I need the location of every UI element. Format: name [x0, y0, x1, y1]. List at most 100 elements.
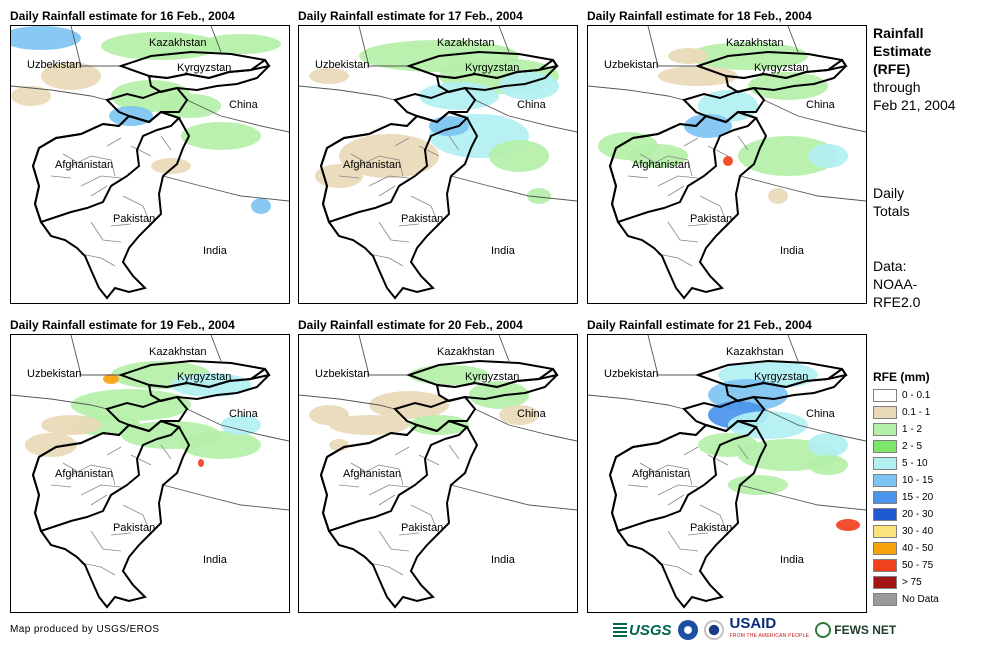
country-label-pakistan: Pakistan	[401, 522, 443, 534]
country-label-china: China	[517, 99, 547, 111]
rainfall-area	[151, 158, 191, 174]
border-line	[162, 484, 289, 511]
rainfall-area	[748, 72, 828, 100]
legend-swatch	[873, 593, 897, 606]
rainfall-area	[251, 198, 271, 214]
country-outline	[319, 110, 469, 224]
border-line	[739, 175, 866, 202]
province-boundaries	[50, 444, 172, 576]
country-outline	[682, 86, 766, 124]
rainfall-area	[527, 188, 551, 204]
legend-item: 40 - 50	[873, 540, 983, 557]
rainfall-area	[181, 431, 261, 459]
panel-title-4: Daily Rainfall estimate for 19 Feb., 200…	[10, 318, 235, 332]
rainfall-area	[728, 475, 788, 495]
map-svg: Kazakhstan Uzbekistan Kyrgyzstan China Afgha…	[588, 26, 866, 300]
rainfall-area	[309, 405, 349, 425]
country-label-afghanistan: Afghanistan	[343, 468, 401, 480]
rainfall-map-20-feb: Kazakhstan Uzbekistan Kyrgyzstan China Afgha…	[298, 334, 578, 613]
legend-swatch	[873, 576, 897, 589]
legend-item: > 75	[873, 574, 983, 591]
panel-title-1: Daily Rainfall estimate for 16 Feb., 200…	[10, 9, 235, 23]
legend-label: 20 - 30	[902, 509, 934, 520]
country-label-kazakhstan: Kazakhstan	[437, 346, 494, 358]
sidebar-title: Rainfall Estimate (RFE) through Feb 21, …	[873, 24, 956, 114]
country-outline	[31, 419, 181, 533]
country-label-afghanistan: Afghanistan	[55, 159, 113, 171]
country-outline	[105, 86, 189, 124]
legend-swatch	[873, 457, 897, 470]
rainfall-area	[11, 86, 51, 106]
rainfall-area	[658, 66, 738, 86]
rainfall-map-21-feb: Kazakhstan Uzbekistan Kyrgyzstan China Afgha…	[587, 334, 867, 613]
country-label-pakistan: Pakistan	[113, 522, 155, 534]
country-label-afghanistan: Afghanistan	[55, 468, 113, 480]
map-svg: Kazakhstan Uzbekistan Kyrgyzstan China Afgha…	[11, 335, 289, 609]
border-line	[70, 335, 121, 376]
sidebar-data-source: Data: NOAA- RFE2.0	[873, 257, 920, 311]
border-line	[186, 408, 289, 442]
legend-item: 0 - 0.1	[873, 387, 983, 404]
rainfall-area	[103, 374, 119, 384]
sidebar-heading-1: Rainfall	[873, 25, 924, 41]
country-label-kyrgyzstan: Kyrgyzstan	[754, 371, 808, 383]
border-line	[787, 26, 799, 53]
rainfall-map-16-feb: Kazakhstan Uzbekistan Kyrgyzstan China Afgha…	[10, 25, 290, 304]
rainfall-area	[688, 42, 808, 70]
province-boundaries	[338, 135, 460, 267]
country-label-kazakhstan: Kazakhstan	[726, 37, 783, 49]
legend-label: 15 - 20	[902, 492, 934, 503]
legend-label: 30 - 40	[902, 526, 934, 537]
legend-swatch	[873, 389, 897, 402]
rainfall-area	[171, 373, 251, 397]
legend-label: 2 - 5	[902, 441, 923, 452]
rainfall-area	[469, 381, 529, 409]
sidebar-date: Feb 21, 2004	[873, 97, 956, 113]
border-line	[498, 26, 510, 53]
border-line	[450, 484, 577, 511]
country-label-pakistan: Pakistan	[690, 213, 732, 225]
legend-item: 15 - 20	[873, 489, 983, 506]
legend-swatch	[873, 491, 897, 504]
rfe-legend: RFE (mm) 0 - 0.1 0.1 - 1 1 - 2 2 - 5 5 - 10 1…	[873, 370, 983, 608]
border-line	[186, 99, 289, 133]
legend-item: 2 - 5	[873, 438, 983, 455]
border-line	[70, 26, 121, 67]
rainfall-area	[201, 34, 281, 54]
country-label-kazakhstan: Kazakhstan	[726, 346, 783, 358]
rainfall-map-19-feb: Kazakhstan Uzbekistan Kyrgyzstan China Afgha…	[10, 334, 290, 613]
country-label-uzbekistan: Uzbekistan	[27, 368, 81, 380]
rainfall-area	[198, 459, 204, 467]
country-label-china: China	[229, 99, 259, 111]
legend-label: 0.1 - 1	[902, 407, 931, 418]
province-boundaries	[627, 135, 749, 267]
legend-label: 40 - 50	[902, 543, 934, 554]
border-line	[450, 175, 577, 202]
map-svg: Kazakhstan Uzbekistan Kyrgyzstan China Afgha…	[588, 335, 866, 609]
legend-swatch	[873, 406, 897, 419]
country-label-china: China	[517, 408, 547, 420]
country-label-kyrgyzstan: Kyrgyzstan	[465, 62, 519, 74]
country-label-india: India	[780, 245, 805, 257]
country-label-uzbekistan: Uzbekistan	[27, 59, 81, 71]
country-outline	[608, 110, 758, 224]
rainfall-area	[808, 144, 848, 168]
country-label-afghanistan: Afghanistan	[632, 468, 690, 480]
rainfall-map-17-feb: Kazakhstan Uzbekistan Kyrgyzstan China Afgha…	[298, 25, 578, 304]
sidebar-totals: Totals	[873, 203, 910, 219]
country-label-india: India	[491, 554, 516, 566]
legend-swatch	[873, 525, 897, 538]
panel-title-2: Daily Rainfall estimate for 17 Feb., 200…	[298, 9, 523, 23]
legend-item: 20 - 30	[873, 506, 983, 523]
country-outline	[682, 395, 766, 433]
border-line	[299, 85, 396, 101]
rainfall-area	[41, 62, 101, 90]
sidebar-daily: Daily	[873, 185, 905, 201]
country-outline	[105, 395, 189, 433]
border-line	[11, 394, 108, 410]
rainfall-area	[836, 519, 860, 531]
border-line	[210, 335, 222, 362]
legend-swatch	[873, 474, 897, 487]
province-boundaries	[50, 135, 172, 267]
panel-title-3: Daily Rainfall estimate for 18 Feb., 200…	[587, 9, 812, 23]
